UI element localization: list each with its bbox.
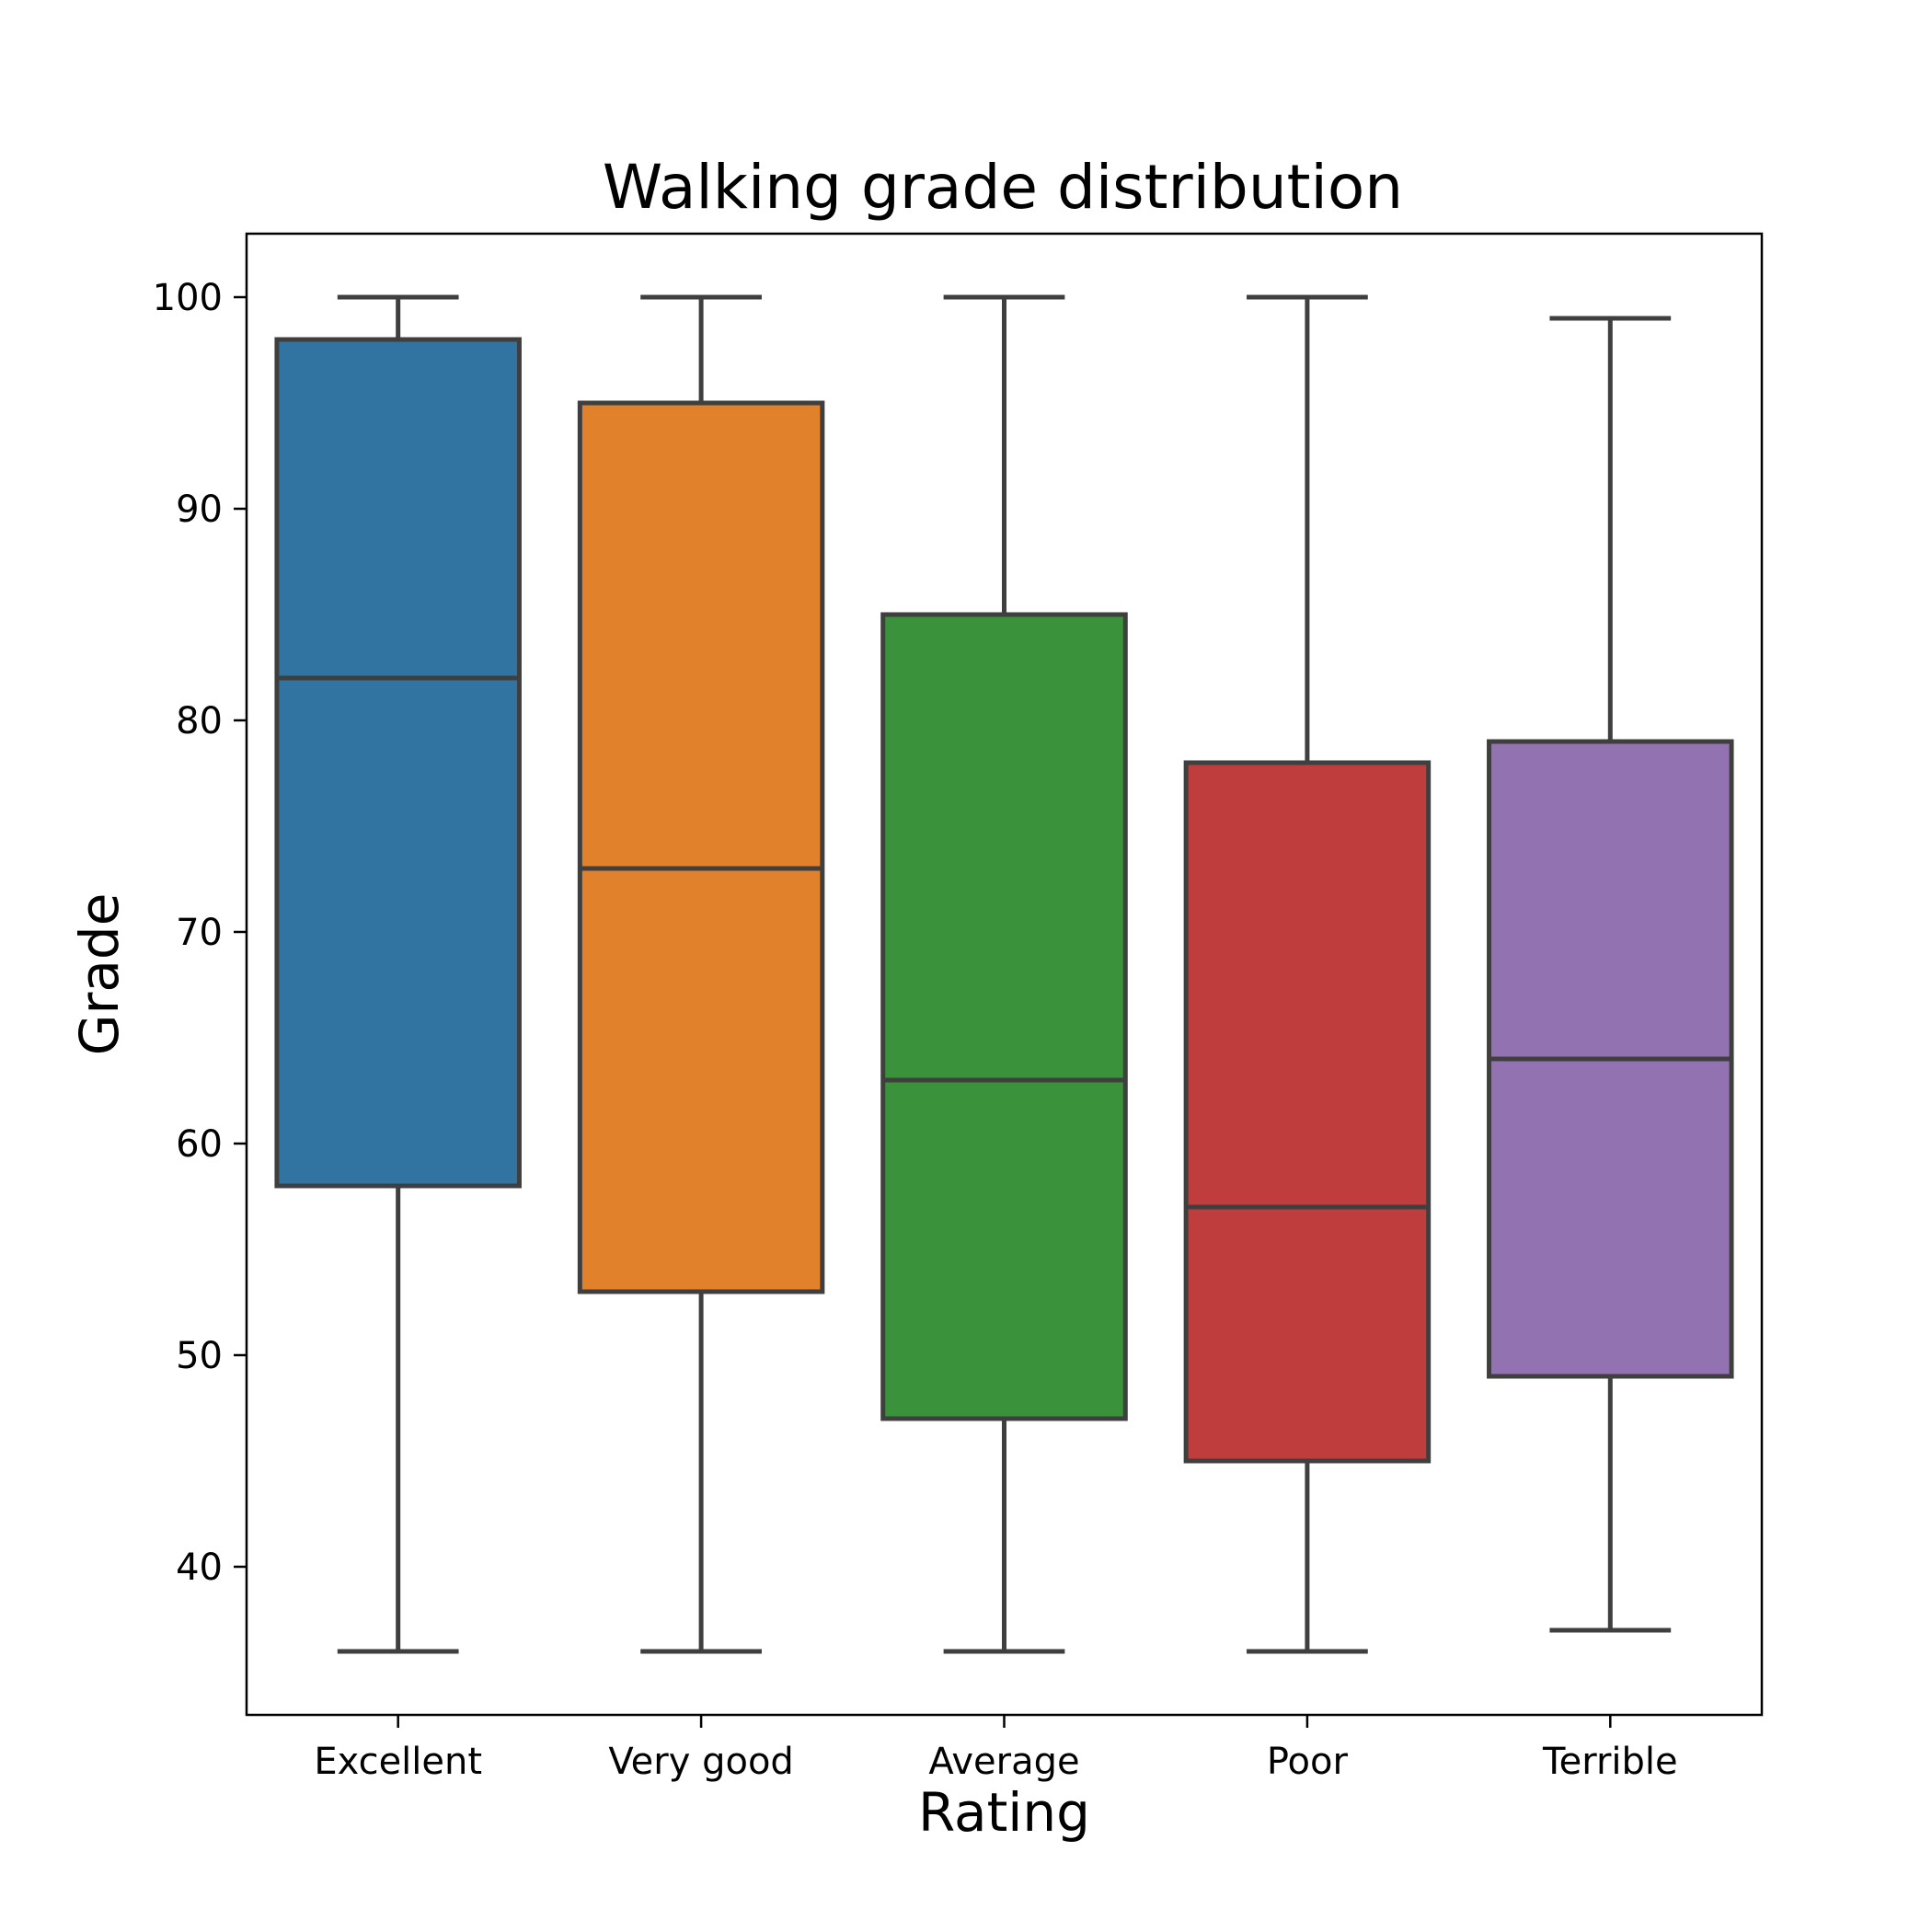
box-average	[880, 294, 1128, 1654]
x-axis: Excellent Very good Average Poor Terrible	[314, 1715, 1678, 1783]
y-tick-label: 60	[176, 1123, 223, 1166]
y-tick-label: 100	[153, 277, 223, 319]
x-tick-label: Excellent	[314, 1741, 482, 1783]
plot-area	[274, 294, 1734, 1654]
iqr-box	[577, 400, 825, 1294]
box-excellent	[274, 294, 522, 1654]
iqr-box	[1183, 760, 1432, 1464]
y-tick-label: 50	[176, 1335, 223, 1377]
box-very-good	[577, 294, 825, 1654]
iqr-box	[274, 337, 522, 1189]
x-tick-label: Poor	[1267, 1741, 1349, 1783]
y-tick-label: 70	[176, 912, 223, 954]
y-tick-label: 80	[176, 700, 223, 742]
box-terrible	[1487, 316, 1734, 1633]
chart-title: Walking grade distribution	[603, 152, 1403, 223]
y-tick-label: 40	[176, 1547, 223, 1589]
x-axis-label: Rating	[918, 1781, 1090, 1844]
y-tick-label: 90	[176, 489, 223, 531]
box-poor	[1183, 294, 1432, 1654]
iqr-box	[880, 612, 1128, 1421]
x-tick-label: Average	[928, 1741, 1079, 1783]
y-axis-label: Grade	[68, 893, 131, 1056]
y-axis: 40 50 60 70 80 90 100	[153, 277, 247, 1589]
x-tick-label: Very good	[608, 1741, 793, 1783]
x-tick-label: Terrible	[1542, 1741, 1678, 1783]
